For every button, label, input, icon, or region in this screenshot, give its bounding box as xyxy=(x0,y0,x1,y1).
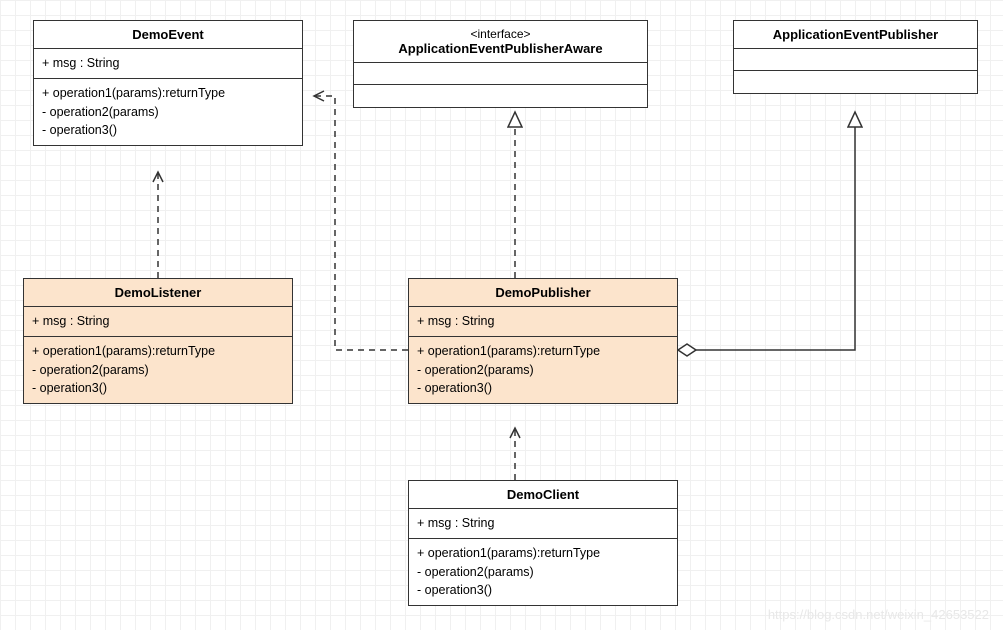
class-name: ApplicationEventPublisher xyxy=(734,21,977,49)
class-operations xyxy=(734,71,977,93)
op-line: + operation1(params):returnType xyxy=(417,342,669,361)
class-demolistener: DemoListener + msg : String + operation1… xyxy=(23,278,293,404)
class-demopublisher: DemoPublisher + msg : String + operation… xyxy=(408,278,678,404)
class-name: DemoEvent xyxy=(34,21,302,49)
class-applicationeventpublisheraware: <interface> ApplicationEventPublisherAwa… xyxy=(353,20,648,108)
op-line: - operation3() xyxy=(417,581,669,600)
attr-line: + msg : String xyxy=(417,312,669,331)
op-line: + operation1(params):returnType xyxy=(417,544,669,563)
class-applicationeventpublisher: ApplicationEventPublisher xyxy=(733,20,978,94)
class-attributes: + msg : String xyxy=(409,509,677,539)
op-line: - operation3() xyxy=(42,121,294,140)
class-operations: + operation1(params):returnType - operat… xyxy=(409,539,677,605)
class-attributes xyxy=(354,63,647,85)
op-line: - operation2(params) xyxy=(32,361,284,380)
class-demoevent: DemoEvent + msg : String + operation1(pa… xyxy=(33,20,303,146)
op-line: - operation2(params) xyxy=(42,103,294,122)
class-name: <interface> ApplicationEventPublisherAwa… xyxy=(354,21,647,63)
stereotype: <interface> xyxy=(358,27,643,41)
attr-line: + msg : String xyxy=(32,312,284,331)
class-attributes: + msg : String xyxy=(34,49,302,79)
class-attributes: + msg : String xyxy=(24,307,292,337)
attr-line: + msg : String xyxy=(417,514,669,533)
class-title: ApplicationEventPublisherAware xyxy=(398,41,602,56)
op-line: + operation1(params):returnType xyxy=(42,84,294,103)
class-name: DemoPublisher xyxy=(409,279,677,307)
class-attributes xyxy=(734,49,977,71)
edge-publisher-to-event xyxy=(314,96,408,350)
class-attributes: + msg : String xyxy=(409,307,677,337)
op-line: - operation2(params) xyxy=(417,361,669,380)
class-operations: + operation1(params):returnType - operat… xyxy=(409,337,677,403)
class-operations xyxy=(354,85,647,107)
class-democlient: DemoClient + msg : String + operation1(p… xyxy=(408,480,678,606)
attr-line: + msg : String xyxy=(42,54,294,73)
watermark-text: https://blog.csdn.net/weixin_42653522 xyxy=(768,607,989,622)
edge-publisher-to-pub xyxy=(678,112,855,350)
class-name: DemoListener xyxy=(24,279,292,307)
op-line: - operation3() xyxy=(32,379,284,398)
class-name: DemoClient xyxy=(409,481,677,509)
class-operations: + operation1(params):returnType - operat… xyxy=(34,79,302,145)
op-line: - operation3() xyxy=(417,379,669,398)
class-operations: + operation1(params):returnType - operat… xyxy=(24,337,292,403)
op-line: - operation2(params) xyxy=(417,563,669,582)
op-line: + operation1(params):returnType xyxy=(32,342,284,361)
